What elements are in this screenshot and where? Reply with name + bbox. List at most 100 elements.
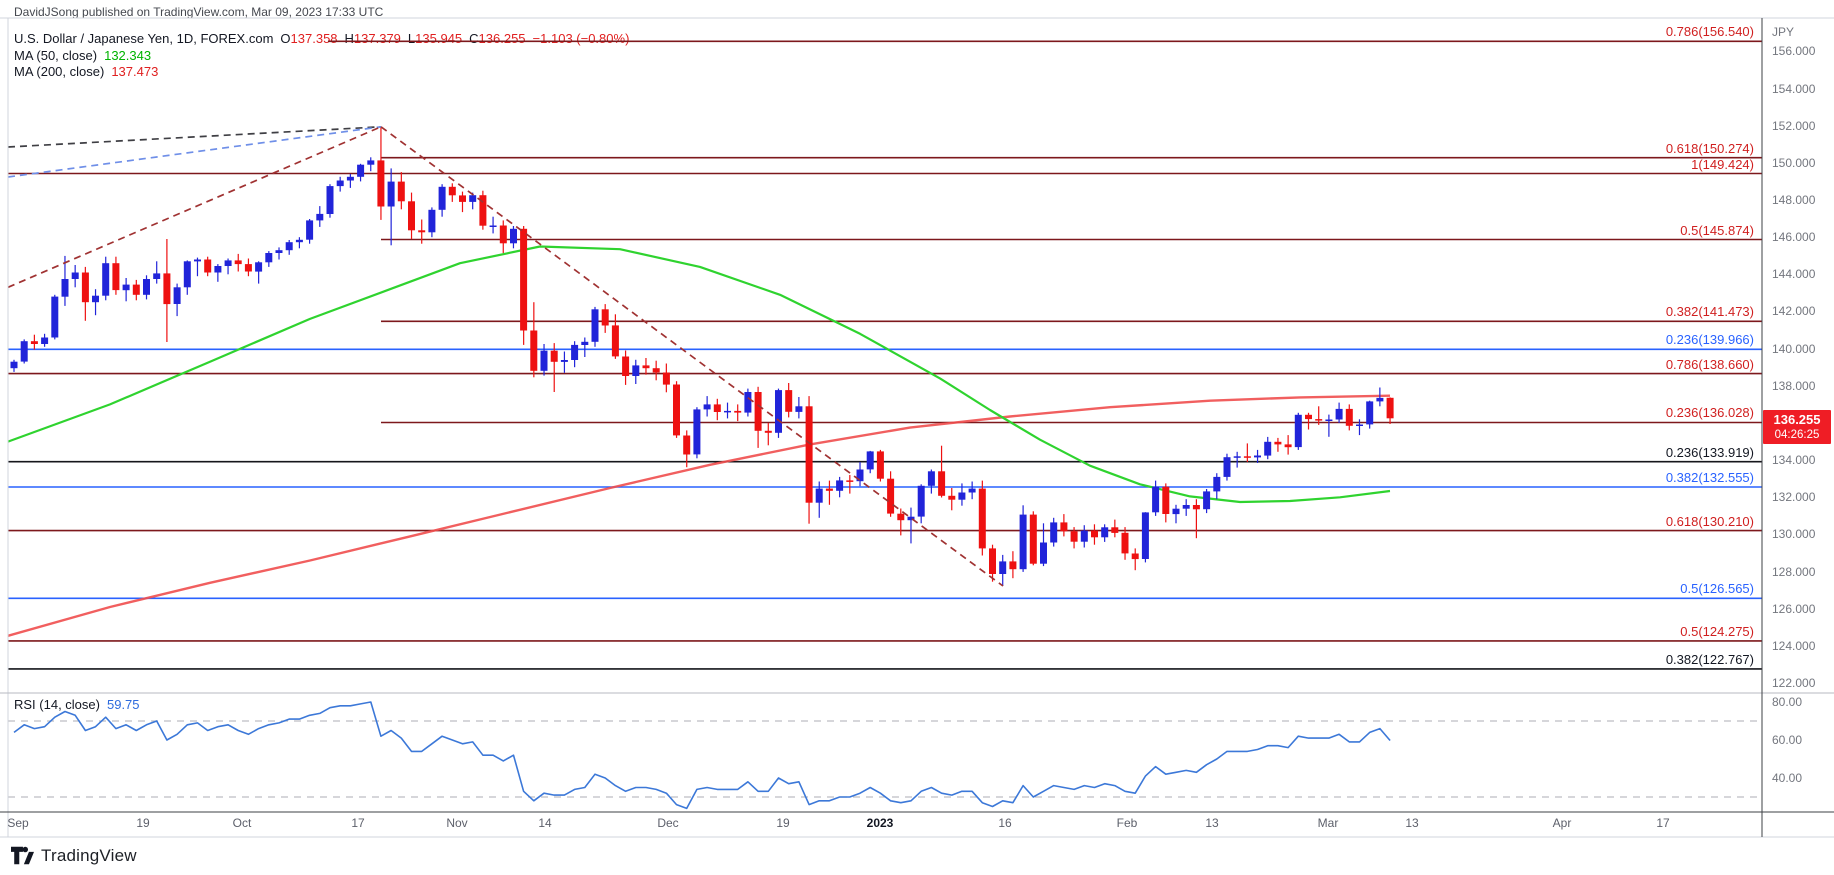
candle-body bbox=[571, 344, 579, 360]
candle-body bbox=[1101, 527, 1109, 538]
tradingview-footer[interactable]: TradingView bbox=[11, 845, 137, 866]
chart-legend: U.S. Dollar / Japanese Yen, 1D, FOREX.co… bbox=[14, 31, 629, 81]
candle-body bbox=[489, 225, 497, 227]
candle-body bbox=[601, 309, 609, 326]
symbol-ohlc-row[interactable]: U.S. Dollar / Japanese Yen, 1D, FOREX.co… bbox=[14, 31, 629, 48]
high-label: H bbox=[344, 31, 354, 46]
candle-body bbox=[367, 160, 375, 165]
candle-body bbox=[346, 176, 354, 181]
candle-body bbox=[1294, 414, 1302, 448]
candle-body bbox=[459, 195, 466, 202]
trendline-dashed bbox=[380, 126, 1004, 587]
candle-body bbox=[377, 160, 385, 207]
candle-body bbox=[194, 259, 201, 262]
candle-body bbox=[244, 264, 252, 272]
tradingview-logo-icon bbox=[11, 846, 34, 865]
candle-body bbox=[1111, 527, 1119, 533]
candle-body bbox=[173, 287, 181, 304]
candle-body bbox=[479, 195, 487, 226]
candle-body bbox=[785, 390, 793, 412]
candle-body bbox=[693, 409, 701, 455]
high-value: 137.379 bbox=[353, 31, 401, 46]
candle-body bbox=[1121, 532, 1129, 554]
candle-body bbox=[204, 259, 212, 273]
candle-body bbox=[224, 260, 232, 266]
publisher-line: DavidJSong published on TradingView.com,… bbox=[14, 5, 384, 19]
candle-body bbox=[754, 392, 762, 431]
candle-body bbox=[948, 495, 956, 500]
candle-body bbox=[1223, 457, 1231, 477]
candle-body bbox=[1274, 441, 1282, 445]
candle-body bbox=[968, 488, 976, 493]
candle-body bbox=[907, 516, 915, 521]
candle-body bbox=[295, 239, 303, 243]
trendline-dashed bbox=[7, 126, 382, 289]
candle-body bbox=[1264, 441, 1272, 456]
candle-body bbox=[825, 488, 833, 491]
candle-body bbox=[1080, 530, 1088, 542]
candle-body bbox=[163, 273, 171, 305]
candle-body bbox=[703, 404, 711, 410]
trendline-dashed bbox=[7, 125, 382, 178]
candle-body bbox=[1376, 397, 1384, 402]
candle-body bbox=[132, 284, 140, 295]
candle-body bbox=[846, 480, 854, 482]
candle-body bbox=[1356, 424, 1363, 426]
candle-body bbox=[1131, 553, 1139, 560]
low-label: L bbox=[407, 31, 416, 46]
candle-body bbox=[836, 480, 844, 491]
open-value: 137.358 bbox=[290, 31, 338, 46]
candle-body bbox=[1172, 508, 1180, 515]
candle-body bbox=[1070, 531, 1078, 542]
candle-body bbox=[866, 451, 874, 470]
ma50-row[interactable]: MA (50, close) 132.343 bbox=[14, 48, 629, 65]
candle-body bbox=[143, 279, 150, 295]
candle-body bbox=[673, 384, 680, 436]
candle-body bbox=[744, 392, 752, 413]
candle-body bbox=[387, 181, 395, 207]
candle-body bbox=[1305, 414, 1312, 420]
candle-body bbox=[408, 201, 415, 231]
candle-body bbox=[591, 309, 599, 342]
candle-body bbox=[112, 263, 120, 291]
candle-body bbox=[1345, 408, 1353, 426]
ma50-label: MA (50, close) bbox=[14, 47, 98, 63]
candle-body bbox=[469, 195, 477, 202]
candle-body bbox=[724, 410, 731, 413]
candle-body bbox=[316, 213, 324, 221]
candle-body bbox=[1254, 455, 1261, 458]
candle-body bbox=[958, 492, 966, 500]
candle-body bbox=[306, 220, 314, 240]
candle-body bbox=[438, 186, 446, 210]
low-value: 135.945 bbox=[415, 31, 463, 46]
candle-body bbox=[1386, 397, 1394, 419]
candle-body bbox=[71, 272, 79, 279]
candle-body bbox=[265, 253, 273, 263]
ma200-line bbox=[7, 394, 1391, 637]
candle-body bbox=[1243, 456, 1251, 458]
candle-body bbox=[92, 295, 99, 303]
candle-body bbox=[1233, 456, 1241, 458]
candle-body bbox=[622, 356, 630, 376]
candle-body bbox=[1060, 522, 1068, 532]
candle-body bbox=[999, 561, 1007, 574]
candle-body bbox=[1182, 505, 1190, 509]
candle-body bbox=[51, 296, 59, 338]
candle-body bbox=[1192, 505, 1200, 510]
candle-body bbox=[153, 273, 161, 279]
candle-body bbox=[713, 404, 721, 412]
candle-body bbox=[805, 406, 813, 503]
candle-body bbox=[499, 225, 507, 244]
candle-body bbox=[652, 368, 660, 373]
candle-body bbox=[336, 180, 344, 187]
ma200-row[interactable]: MA (200, close) 137.473 bbox=[14, 64, 629, 81]
candle-body bbox=[978, 488, 986, 549]
ma50-value: 132.343 bbox=[104, 47, 152, 63]
candle-body bbox=[214, 266, 222, 273]
candle-body bbox=[10, 361, 18, 369]
candle-body bbox=[275, 250, 283, 253]
close-value: 136.255 bbox=[478, 31, 526, 46]
candle-body bbox=[815, 488, 823, 503]
close-label: C bbox=[469, 31, 479, 46]
